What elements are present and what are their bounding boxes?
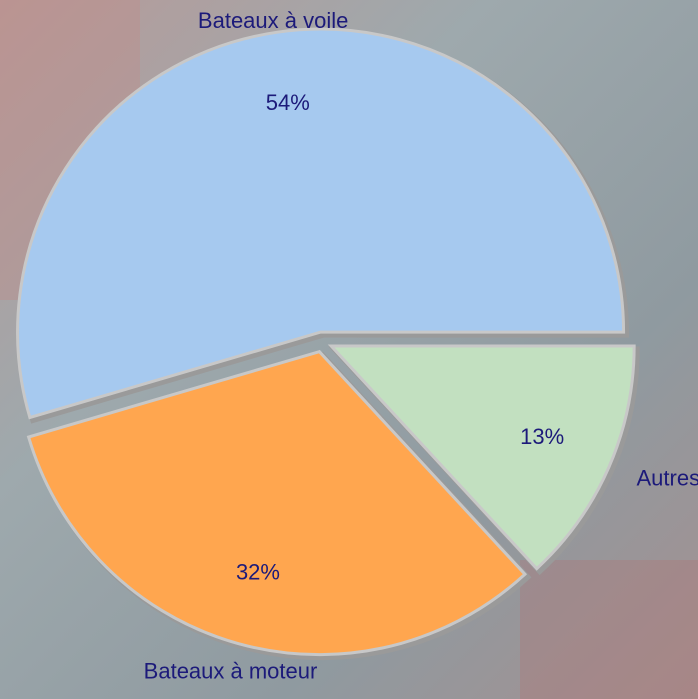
chart: 54% Bateaux à voile 32% Bateaux à moteur 13%…	[0, 0, 698, 699]
value-label: 32%	[236, 559, 280, 584]
value-label: 13%	[520, 424, 564, 449]
value-label: 54%	[266, 90, 310, 115]
category-label: Autres	[637, 465, 698, 490]
category-label: Bateaux à voile	[198, 8, 348, 33]
category-label: Bateaux à moteur	[144, 659, 318, 684]
background-shape	[520, 560, 698, 699]
